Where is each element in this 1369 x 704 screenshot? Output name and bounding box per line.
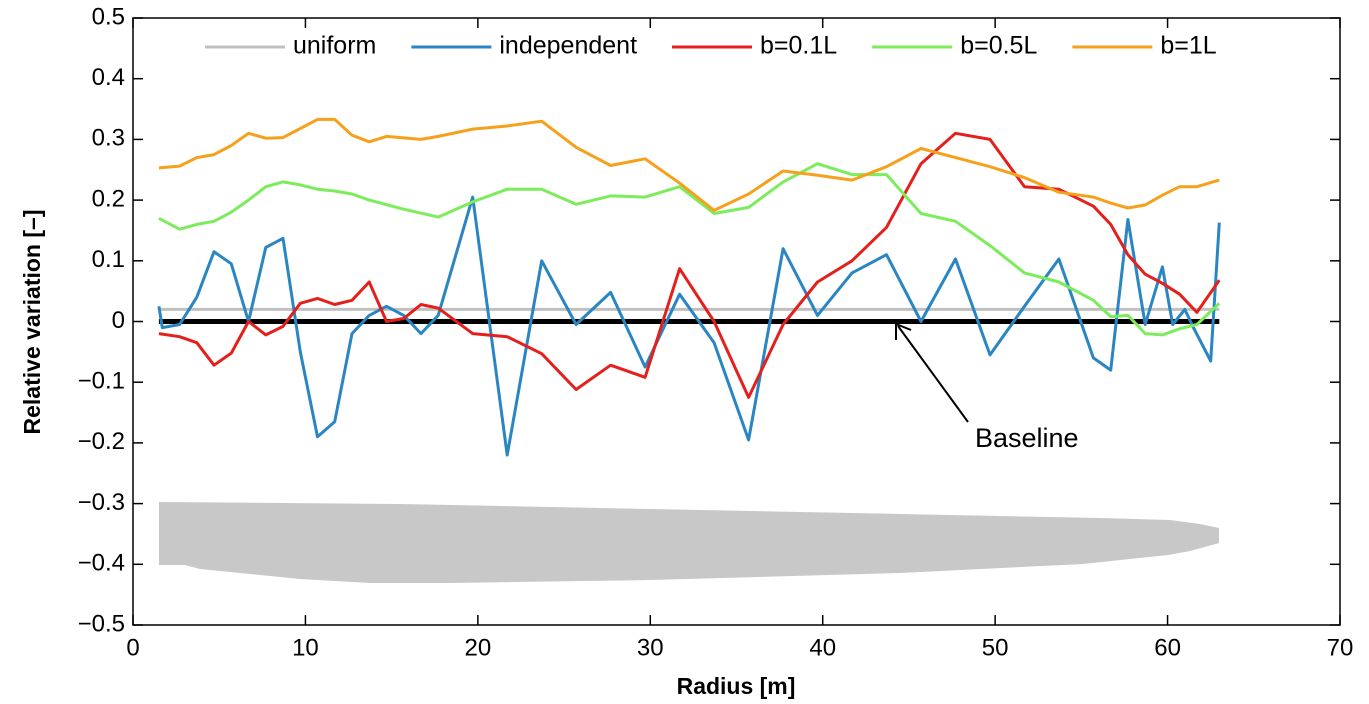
series-line bbox=[158, 131, 1221, 399]
legend-label: b=0.1L bbox=[760, 32, 837, 60]
y-tick-label: −0.5 bbox=[78, 610, 125, 637]
x-tick-label: 70 bbox=[1327, 634, 1354, 661]
series-line bbox=[158, 162, 1221, 337]
x-tick-label: 0 bbox=[126, 634, 139, 661]
x-tick-label: 30 bbox=[637, 634, 664, 661]
y-tick-label: 0.5 bbox=[92, 3, 125, 30]
series-line bbox=[157, 195, 1221, 457]
y-tick-label: −0.2 bbox=[78, 428, 125, 455]
y-tick-label: 0.3 bbox=[92, 125, 125, 152]
legend-label: uniform bbox=[293, 32, 376, 60]
legend-label: independent bbox=[499, 32, 637, 60]
series-line bbox=[158, 117, 1220, 212]
x-axis-label: Radius [m] bbox=[677, 673, 796, 699]
x-tick-label: 20 bbox=[465, 634, 492, 661]
baseline-annotation: Baseline bbox=[975, 423, 1079, 453]
y-tick-label: 0 bbox=[112, 307, 125, 334]
annotation-arrow bbox=[897, 325, 969, 423]
y-tick-label: 0.2 bbox=[92, 185, 125, 212]
y-tick-label: −0.4 bbox=[78, 550, 125, 577]
y-tick-label: 0.1 bbox=[92, 246, 125, 273]
y-tick-label: 0.4 bbox=[92, 64, 125, 91]
legend-label: b=0.5L bbox=[960, 32, 1037, 60]
y-axis-label: Relative variation [–] bbox=[19, 210, 45, 435]
y-tick-label: −0.3 bbox=[78, 489, 125, 516]
x-tick-label: 10 bbox=[292, 634, 319, 661]
blade-silhouette bbox=[159, 502, 1219, 583]
legend-label: b=1L bbox=[1160, 32, 1216, 60]
y-tick-label: −0.1 bbox=[78, 368, 125, 395]
x-tick-label: 40 bbox=[809, 634, 836, 661]
x-tick-label: 50 bbox=[982, 634, 1009, 661]
x-tick-label: 60 bbox=[1154, 634, 1181, 661]
